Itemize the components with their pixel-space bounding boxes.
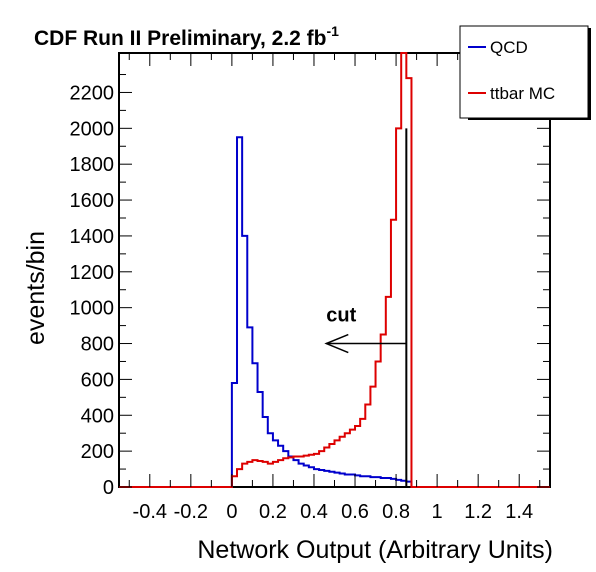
y-tick-label: 2200 bbox=[70, 82, 115, 104]
x-tick-label: 0.4 bbox=[300, 501, 328, 523]
legend-label-ttbar: ttbar MC bbox=[490, 84, 555, 103]
histogram-qcd bbox=[119, 136, 550, 488]
legend: QCD ttbar MC bbox=[459, 25, 591, 120]
y-tick-label: 600 bbox=[81, 369, 114, 391]
chart-title-main: CDF Run II Preliminary, 2.2 fb bbox=[34, 27, 327, 50]
series-layer bbox=[119, 52, 550, 488]
y-tick-label: 400 bbox=[81, 405, 114, 427]
x-tick-label: 1 bbox=[432, 501, 443, 523]
x-tick-label: 0 bbox=[226, 501, 237, 523]
y-tick-label: 0 bbox=[103, 477, 114, 499]
y-tick-label: 800 bbox=[81, 334, 114, 356]
x-tick-label: -0.4 bbox=[133, 501, 167, 523]
cut-arrow-head bbox=[324, 333, 349, 354]
histogram-ttbar bbox=[119, 52, 550, 488]
y-tick-label: 2000 bbox=[70, 118, 115, 140]
chart-title-superscript: -1 bbox=[327, 23, 340, 39]
y-tick-label: 1600 bbox=[70, 190, 115, 212]
x-tick-label: -0.2 bbox=[174, 501, 208, 523]
cut-label: cut bbox=[326, 305, 356, 327]
legend-label-qcd: QCD bbox=[490, 38, 528, 57]
y-tick-label: 1800 bbox=[70, 154, 115, 176]
x-tick-label: 0.8 bbox=[382, 501, 410, 523]
x-tick-label: 1.4 bbox=[505, 501, 533, 523]
axis-ticks bbox=[119, 53, 550, 488]
chart-title: CDF Run II Preliminary, 2.2 fb-1 bbox=[34, 23, 339, 50]
x-tick-label: 0.2 bbox=[259, 501, 287, 523]
y-tick-label: 1000 bbox=[70, 298, 115, 320]
y-tick-label: 1400 bbox=[70, 226, 115, 248]
y-axis-label: events/bin bbox=[22, 231, 50, 345]
x-axis-label: Network Output (Arbitrary Units) bbox=[197, 536, 553, 564]
cut-annotation: cut bbox=[324, 128, 408, 487]
y-tick-label: 1200 bbox=[70, 262, 115, 284]
tick-labels: -0.4 -0.2 0 0.2 0.4 0.6 0.8 1 1.2 1.4 0 200 400 600 80… bbox=[70, 82, 534, 523]
x-tick-label: 0.6 bbox=[341, 501, 369, 523]
y-tick-label: 200 bbox=[81, 441, 114, 463]
x-tick-label: 1.2 bbox=[464, 501, 492, 523]
